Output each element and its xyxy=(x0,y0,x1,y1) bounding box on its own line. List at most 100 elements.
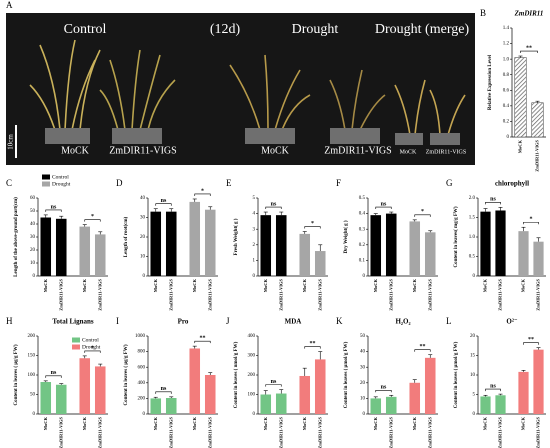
photo-label: MoCK xyxy=(261,145,290,156)
y-axis-label: Relative Expression Level xyxy=(488,54,493,110)
panel-letter: D xyxy=(116,178,123,188)
legend-swatch xyxy=(42,174,50,180)
x-tick-label: ZmDIR11-VIGS xyxy=(388,417,393,448)
x-tick-label: ZmDIR11-VIGS xyxy=(427,417,432,448)
bar xyxy=(165,211,177,276)
y-tick-label: 2.0 xyxy=(469,196,476,201)
bar xyxy=(55,218,67,276)
significance-label: ns xyxy=(271,379,277,385)
significance-label: ns xyxy=(381,385,387,391)
x-tick-label: ZmDIR11-VIGS xyxy=(536,279,541,311)
legend-label: Drought xyxy=(82,344,101,350)
y-tick-label: 1.0 xyxy=(503,57,510,62)
y-tick-label: 0.5 xyxy=(359,196,366,201)
x-tick-label: MoCK xyxy=(483,279,488,293)
bar xyxy=(385,396,397,414)
y-tick-label: 5 xyxy=(253,196,256,201)
panel-letter: J xyxy=(226,316,230,326)
bar xyxy=(424,357,436,414)
bar xyxy=(40,217,52,276)
panel-letter: H xyxy=(6,316,13,326)
significance-label: ns xyxy=(51,370,57,376)
bar xyxy=(260,394,272,414)
x-tick-label: MoCK xyxy=(412,417,417,431)
bar xyxy=(314,359,326,414)
x-tick-label: MoCK xyxy=(153,279,158,293)
x-tick-label: ZmDIR11-VIGS xyxy=(97,417,102,448)
y-tick-label: 30 xyxy=(140,216,146,221)
y-tick-label: 10 xyxy=(30,261,36,266)
y-tick-label: 0 xyxy=(363,412,366,417)
y-tick-label: 0 xyxy=(33,274,36,279)
y-tick-label: 0 xyxy=(33,412,36,417)
y-tick-label: 20 xyxy=(470,334,476,339)
bar xyxy=(495,395,506,414)
y-tick-label: 1.4 xyxy=(503,26,510,31)
y-tick-label: 0.6 xyxy=(503,88,510,93)
significance-label: ns xyxy=(381,201,387,207)
y-tick-label: 0.8 xyxy=(503,73,510,78)
bar xyxy=(94,366,106,414)
chart-title: Pro xyxy=(178,318,189,326)
y-axis-label: Content in leaves ( μmol/g FW) xyxy=(344,341,349,408)
x-tick-label: ZmDIR11-VIGS xyxy=(317,417,322,448)
y-tick-label: 40 xyxy=(360,350,366,355)
significance-bracket xyxy=(523,342,539,345)
x-tick-label: MoCK xyxy=(521,279,526,293)
panel-letter: F xyxy=(336,178,341,188)
photo-label: ZmDIR11-VIGS xyxy=(426,149,466,155)
panel-letter: I xyxy=(116,316,119,326)
panel-letter: L xyxy=(446,316,452,326)
significance-bracket xyxy=(414,349,431,352)
legend-label: Drought xyxy=(52,181,71,187)
y-tick-label: 20 xyxy=(360,381,366,386)
significance-bracket xyxy=(45,209,62,212)
bar xyxy=(409,221,421,276)
bar xyxy=(314,251,326,276)
chart-title: Total Lignans xyxy=(52,318,93,326)
plants xyxy=(29,39,466,136)
bar xyxy=(495,210,506,276)
panel-letter: C xyxy=(6,178,12,188)
significance-label: ** xyxy=(310,341,316,347)
photo-label: Drought xyxy=(292,22,339,37)
bar xyxy=(424,232,436,276)
y-tick-label: 4 xyxy=(253,212,256,217)
bar xyxy=(533,349,544,414)
bar xyxy=(370,398,382,414)
photo-label: Drought (merge) xyxy=(375,22,470,37)
bar xyxy=(385,213,397,276)
significance-label: ** xyxy=(200,336,206,342)
x-tick-label: ZmDIR11-VIGS xyxy=(536,417,541,448)
scale-label: 10cm xyxy=(7,134,15,150)
bar xyxy=(514,57,527,138)
bar xyxy=(150,211,162,276)
legend-label: Control xyxy=(82,337,99,343)
y-tick-label: 50 xyxy=(360,334,366,339)
chart-title: chlorophyll xyxy=(495,180,529,188)
x-tick-label: ZmDIR11-VIGS xyxy=(58,279,63,311)
bar xyxy=(480,396,491,414)
x-tick-label: MoCK xyxy=(373,417,378,431)
y-tick-label: 0 xyxy=(507,135,510,140)
x-tick-label: MoCK xyxy=(43,417,48,431)
significance-bracket xyxy=(155,391,172,394)
y-tick-label: 40 xyxy=(30,222,36,227)
significance-label: * xyxy=(91,345,94,351)
bar xyxy=(531,102,544,138)
x-tick-label: MoCK xyxy=(412,279,417,293)
y-tick-label: 30 xyxy=(360,365,366,370)
y-tick-label: 1 xyxy=(253,259,256,264)
photo-label: ZmDIR11-VIGS xyxy=(324,145,391,156)
y-tick-label: 0 xyxy=(253,412,256,417)
bar xyxy=(275,393,287,414)
significance-label: * xyxy=(91,214,94,220)
significance-label: * xyxy=(421,209,424,215)
bar xyxy=(480,211,491,276)
y-axis-label: Content in leaves( mg/g FW) xyxy=(454,206,459,267)
significance-label: ** xyxy=(526,45,532,51)
y-tick-label: 40 xyxy=(140,196,146,201)
y-tick-label: 2 xyxy=(253,243,256,248)
y-tick-label: 1000 xyxy=(135,334,146,339)
